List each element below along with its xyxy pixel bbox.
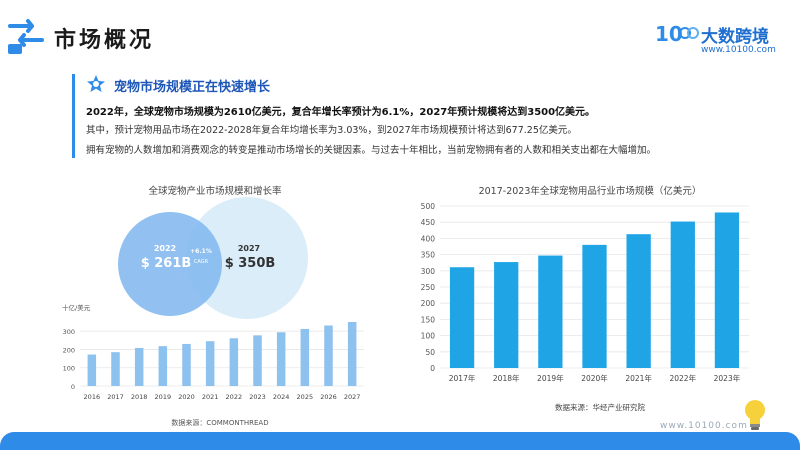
- x-tick-label: 2019年: [537, 373, 564, 383]
- y-tick-label: 200: [63, 346, 75, 354]
- venn-growth-rate: +6.1%: [190, 248, 212, 255]
- lightbulb-icon: [745, 400, 765, 430]
- intro-line-2: 其中，预计宠物用品市场在2022-2028年复合年均增长率为3.03%，到202…: [86, 125, 577, 136]
- y-tick-label: 50: [425, 348, 435, 357]
- bar: [582, 244, 607, 368]
- page-title: 市场概况: [54, 28, 155, 53]
- logo-rings-icon: [679, 27, 699, 39]
- y-tick-label: 400: [421, 234, 436, 243]
- bar: [324, 325, 333, 386]
- bar: [449, 267, 475, 368]
- x-tick-label: 2024: [273, 393, 290, 401]
- y-tick-label: 150: [421, 315, 436, 324]
- x-tick-label: 2016: [84, 393, 101, 401]
- x-tick-label: 2018: [131, 393, 148, 401]
- bar: [205, 341, 215, 386]
- intro-heading: 宠物市场规模正在快速增长: [114, 80, 271, 95]
- x-tick-label: 2021年: [625, 373, 652, 383]
- bar: [229, 338, 239, 386]
- bar: [276, 332, 286, 386]
- brand-logo: 10 大数跨境 www.10100.com: [655, 20, 790, 64]
- bar: [134, 347, 144, 386]
- left-chart-title: 全球宠物产业市场规模和增长率: [148, 186, 282, 197]
- x-tick-label: 2017: [107, 393, 124, 401]
- venn-circle-2022: [118, 212, 222, 316]
- y-tick-label: 350: [421, 251, 436, 260]
- y-tick-label: 250: [421, 283, 436, 292]
- venn-2027-value: $ 350B: [224, 256, 276, 271]
- right-chart-source: 数据来源：华经产业研究院: [555, 403, 645, 412]
- intro-line-1: 2022年，全球宠物市场规模为2610亿美元，复合年增长率预计为6.1%，202…: [86, 107, 596, 118]
- intro-accent-bar: [72, 74, 75, 158]
- star-badge-icon: [87, 75, 105, 92]
- x-tick-label: 2019: [155, 393, 172, 401]
- x-tick-label: 2020: [178, 393, 195, 401]
- y-tick-label: 0: [71, 383, 75, 391]
- intro-line-3: 拥有宠物的人数增加和消费观念的转变是推动市场增长的关键因素。与过去十年相比，当前…: [86, 145, 657, 156]
- bar: [182, 343, 191, 386]
- left-chart-source: 数据来源：COMMONTHREAD: [171, 419, 269, 427]
- y-tick-label: 200: [421, 299, 436, 308]
- bottom-band: [0, 432, 800, 450]
- x-tick-label: 2022年: [669, 373, 696, 383]
- x-tick-label: 2026: [320, 393, 337, 401]
- venn-2027-year: 2027: [237, 244, 261, 253]
- venn-2022-value: $ 261B: [140, 256, 192, 271]
- y-tick-label: 100: [63, 365, 75, 373]
- bar: [158, 346, 168, 386]
- venn-2022-year: 2022: [153, 244, 177, 253]
- x-tick-label: 2027: [344, 393, 361, 401]
- bar: [714, 212, 740, 368]
- x-tick-label: 2021: [202, 393, 219, 401]
- left-bar-chart: 0 100 200 300 十亿/美元 2016 2017 2018 2019 2020 2021 2…: [62, 303, 364, 401]
- x-tick-label: 2020年: [581, 373, 608, 383]
- right-chart-title: 2017-2023年全球宠物用品行业市场规模（亿美元）: [478, 186, 702, 197]
- x-tick-label: 2025: [297, 393, 314, 401]
- bar: [253, 335, 262, 386]
- x-tick-label: 2023: [249, 393, 266, 401]
- logo-name: 大数跨境: [701, 27, 769, 47]
- watermark: www.10100.com: [660, 421, 748, 431]
- y-tick-label: 0: [430, 364, 435, 373]
- venn-cagr-label: CAGR: [193, 259, 209, 265]
- bar: [87, 354, 97, 386]
- bar: [494, 262, 519, 368]
- bar: [300, 328, 310, 386]
- bar: [626, 234, 651, 368]
- bar: [670, 221, 695, 368]
- x-tick-label: 2017年: [449, 373, 476, 383]
- x-tick-label: 2022: [226, 393, 243, 401]
- logo-url: www.10100.com: [701, 45, 776, 55]
- y-tick-label: 300: [63, 328, 75, 336]
- x-tick-label: 2023年: [714, 373, 741, 383]
- bar: [347, 322, 357, 386]
- y-axis-label: 十亿/美元: [62, 303, 91, 312]
- bar: [111, 352, 120, 386]
- bar: [538, 255, 563, 368]
- y-tick-label: 300: [421, 267, 436, 276]
- y-tick-label: 450: [421, 218, 436, 227]
- arrows-icon: [8, 19, 44, 54]
- logo-mark: 10: [655, 22, 683, 46]
- right-bar-chart: 0 50 100 150 200 250 300 350 400 450 500 2017年 2018年…: [421, 202, 749, 383]
- y-tick-label: 100: [421, 332, 436, 341]
- y-tick-label: 500: [421, 202, 436, 211]
- x-tick-label: 2018年: [493, 373, 520, 383]
